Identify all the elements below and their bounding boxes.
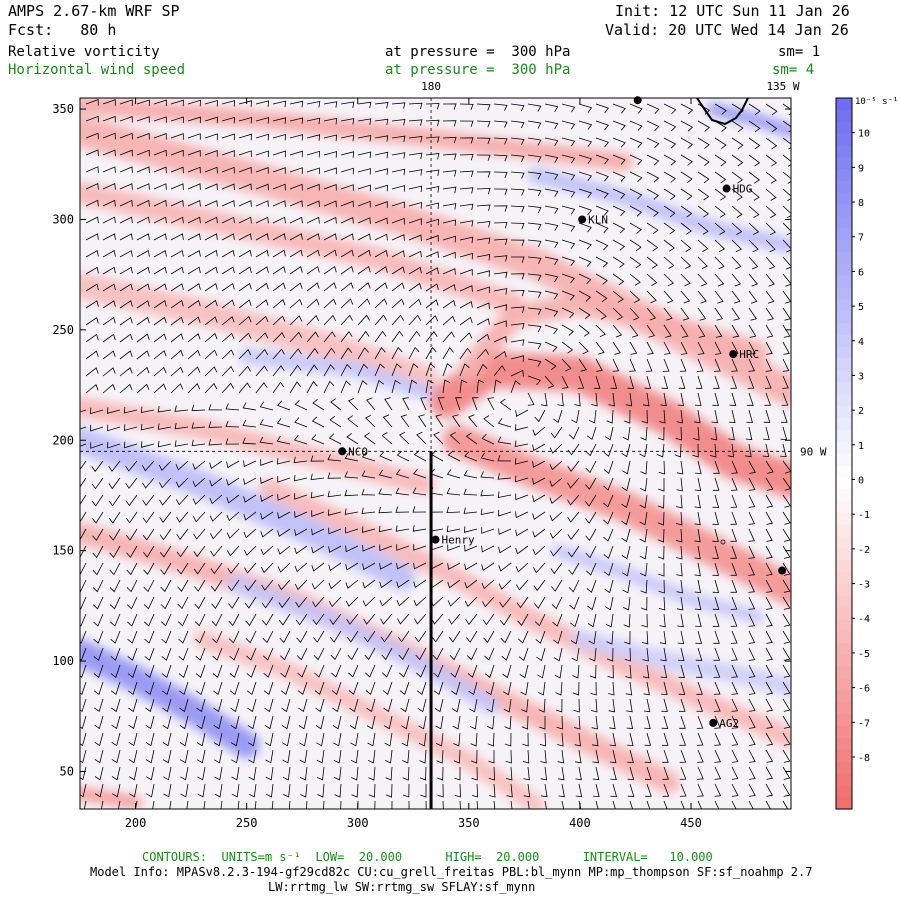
vorticity-band-9 — [258, 478, 791, 749]
vorticity-band-12 — [80, 427, 416, 591]
colorbar-tick-label: 8 — [858, 198, 864, 209]
field2-smoothing: sm= 4 — [772, 62, 815, 78]
station-label: HDG — [733, 183, 753, 196]
colorbar-tick-label: 10 — [858, 129, 870, 140]
vorticity-band-4 — [428, 351, 791, 498]
colorbar-tick-label: -2 — [858, 545, 870, 556]
station-marker — [778, 566, 787, 575]
field2-level: at pressure = 300 hPa — [385, 62, 571, 78]
y-tick-label: 200 — [52, 433, 74, 447]
init-time: Init: 12 UTC Sun 11 Jan 26 — [615, 2, 850, 20]
station-label: KLN — [588, 213, 608, 226]
meridian-label: 135 W — [766, 80, 799, 93]
colorbar-unit-label: 10⁻⁵ s⁻¹ — [855, 97, 898, 107]
field1-name: Relative vorticity — [8, 44, 160, 60]
station-marker — [722, 184, 731, 193]
vorticity-band-11 — [80, 786, 143, 809]
colorbar-tick-label: -3 — [858, 580, 870, 591]
vorticity-band-17 — [571, 630, 791, 697]
colorbar-tick-label: 7 — [858, 233, 864, 244]
vorticity-band-18 — [238, 348, 433, 400]
station-label: HRC — [739, 348, 759, 361]
colorbar-tick-label: 0 — [858, 476, 864, 487]
field2-name: Horizontal wind speed — [8, 62, 186, 78]
y-tick-label: 350 — [52, 102, 74, 116]
colorbar-tick-label: -7 — [858, 718, 870, 729]
station-marker — [709, 718, 718, 727]
colorbar-tick-label: -5 — [858, 649, 870, 660]
station-label: AG2 — [719, 717, 739, 730]
y-tick-label: 100 — [52, 654, 74, 668]
vorticity-band-15 — [527, 167, 791, 254]
station-marker — [633, 96, 642, 105]
station-label: NCO — [348, 445, 368, 458]
colorbar-tick-label: 1 — [858, 441, 864, 452]
x-tick-label: 200 — [125, 816, 147, 830]
station-marker — [338, 447, 347, 456]
valid-time: Valid: 20 UTC Wed 14 Jan 26 — [605, 21, 849, 39]
x-tick-label: 250 — [236, 816, 258, 830]
vorticity-band-3 — [80, 98, 634, 171]
station-label: Henry — [442, 534, 475, 547]
map-overlay — [80, 98, 791, 809]
vorticity-band-1 — [80, 181, 525, 315]
y-tick-label: 300 — [52, 212, 74, 226]
vorticity-band-6 — [457, 292, 769, 381]
x-tick-label: 300 — [347, 816, 369, 830]
field1-level: at pressure = 300 hPa — [385, 44, 571, 60]
contours-info: CONTOURS: UNITS=m s⁻¹ LOW= 20.000 HIGH= … — [142, 850, 713, 864]
colorbar-frame — [835, 97, 853, 810]
plot-frame — [79, 97, 792, 810]
colorbar-tick-label: -8 — [858, 753, 870, 764]
wind-barbs — [80, 99, 791, 809]
x-tick-label: 350 — [458, 816, 480, 830]
x-tick-label: 400 — [569, 816, 591, 830]
meridian-label: 90 W — [800, 445, 827, 458]
model-title: AMPS 2.67-km WRF SP — [8, 2, 180, 20]
station-marker — [431, 535, 440, 544]
small-marker — [720, 539, 726, 545]
axes: 200 250 300 350 400 450 50 100 150 200 250 300 350 — [52, 98, 791, 830]
y-tick-label: 250 — [52, 323, 74, 337]
colorbar-tick-label: 6 — [858, 267, 864, 278]
y-tick-label: 50 — [60, 764, 74, 778]
vorticity-band-2 — [80, 272, 438, 392]
field1-smoothing: sm= 1 — [778, 44, 821, 60]
x-tick-label: 450 — [680, 816, 702, 830]
y-tick-label: 150 — [52, 544, 74, 558]
model-info-line1: Model Info: MPASv8.2.3-194-gf29cd82c CU:… — [90, 865, 813, 879]
colorbar-tick-label: -4 — [858, 614, 870, 625]
model-info-line2: LW:rrtmg_lw SW:rrtmg_sw SFLAY:sf_mynn — [268, 880, 536, 894]
map-labels: 180 135 W 90 W HDG KLN HRC NCO Henry AG2 — [338, 80, 827, 730]
meridian-label: 180 — [421, 80, 441, 93]
station-marker — [729, 350, 738, 359]
forecast-hour: Fcst: 80 h — [8, 21, 117, 39]
colorbar-tick-label: 5 — [858, 302, 864, 313]
vorticity-band-16 — [706, 102, 791, 138]
colorbar-tick-label: 9 — [858, 163, 864, 174]
vorticity-band-10 — [193, 630, 545, 809]
colorbar-tick-label: -1 — [858, 510, 870, 521]
colorbar-tick-label: 4 — [858, 337, 864, 348]
colorbar-tick-label: 2 — [858, 406, 864, 417]
colorbar-tick-label: -6 — [858, 684, 870, 695]
colorbar-tick-label: 3 — [858, 371, 864, 382]
vorticity-band-19 — [551, 544, 765, 624]
coastline — [696, 98, 749, 126]
station-marker — [578, 215, 587, 224]
